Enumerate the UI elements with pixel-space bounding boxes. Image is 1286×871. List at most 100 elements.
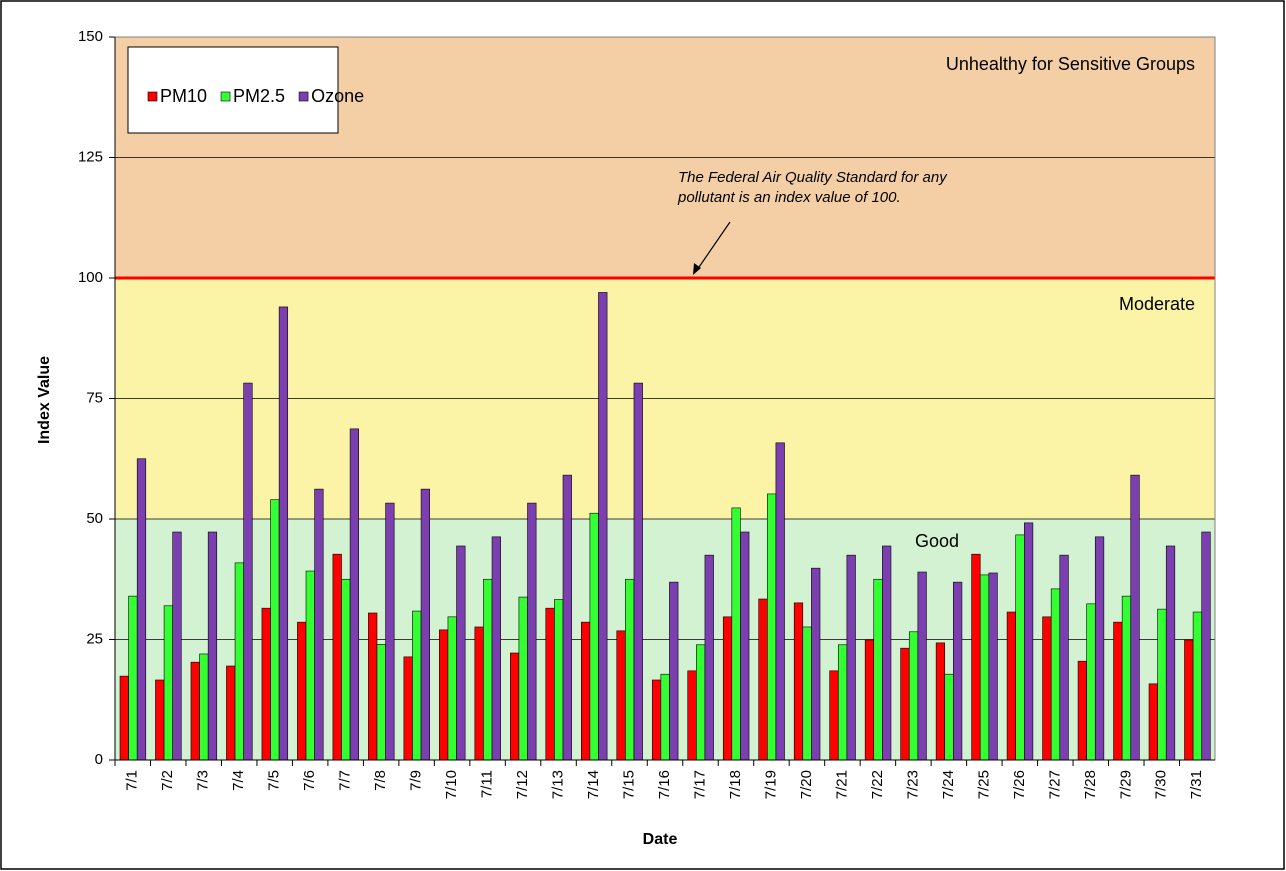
- y-tick-label: 100: [78, 269, 103, 286]
- legend-swatch: [220, 91, 231, 102]
- bar: [278, 306, 289, 761]
- bar: [1059, 554, 1069, 761]
- bar: [1077, 660, 1087, 761]
- bar: [1113, 621, 1123, 761]
- x-tick-label: 7/2: [159, 770, 176, 791]
- bar: [1165, 545, 1176, 761]
- bar: [740, 531, 750, 761]
- bar: [119, 675, 129, 761]
- bar: [917, 571, 927, 761]
- bar: [651, 679, 662, 761]
- bar: [660, 673, 670, 761]
- bar: [687, 670, 697, 761]
- bar: [1157, 608, 1167, 761]
- bar: [412, 610, 422, 761]
- bar: [1192, 611, 1203, 761]
- bar: [510, 652, 520, 761]
- x-tick-label: 7/4: [230, 770, 247, 791]
- legend-label: Ozone: [311, 86, 364, 106]
- bar: [829, 670, 839, 761]
- legend-swatch: [147, 91, 158, 102]
- bar: [722, 616, 733, 761]
- bar: [376, 644, 386, 761]
- bar: [545, 607, 555, 761]
- bar: [1121, 595, 1132, 761]
- x-tick-label: 7/15: [620, 770, 637, 799]
- bar: [403, 656, 413, 761]
- bar: [527, 502, 537, 761]
- x-tick-label: 7/14: [585, 770, 602, 799]
- legend-swatch: [298, 91, 309, 102]
- bar: [1042, 616, 1052, 761]
- x-tick-label: 7/6: [301, 770, 318, 791]
- y-tick-label: 150: [78, 28, 103, 45]
- band-label: Good: [915, 531, 959, 551]
- y-tick-label: 0: [95, 751, 103, 768]
- x-tick-label: 7/25: [975, 770, 992, 799]
- bar: [802, 626, 812, 761]
- arrow: [696, 221, 731, 271]
- bar: [226, 665, 236, 761]
- bar: [1201, 531, 1211, 761]
- bar: [1023, 522, 1034, 761]
- arrow-head: [693, 263, 701, 275]
- bar: [474, 626, 484, 761]
- bar: [1184, 639, 1194, 761]
- bar: [758, 598, 768, 761]
- x-tick-label: 7/23: [904, 770, 921, 799]
- bar: [243, 382, 253, 761]
- bar: [261, 607, 271, 761]
- bar: [882, 545, 892, 761]
- bar: [305, 570, 315, 761]
- bar: [368, 612, 378, 761]
- x-tick-label: 7/18: [727, 770, 744, 799]
- bar: [1015, 534, 1025, 761]
- y-axis-label: Index Value: [36, 356, 53, 444]
- bar: [562, 474, 572, 761]
- bar: [341, 578, 351, 761]
- bar: [234, 562, 244, 761]
- annotation: The Federal Air Quality Standard for any: [678, 169, 948, 186]
- bar: [172, 531, 182, 761]
- bar: [554, 599, 564, 761]
- x-tick-label: 7/27: [1046, 770, 1063, 799]
- bar: [580, 621, 591, 761]
- x-tick-label: 7/16: [656, 770, 673, 799]
- bar: [873, 578, 883, 761]
- x-tick-label: 7/24: [940, 770, 957, 799]
- bar: [669, 581, 679, 761]
- y-tick-label: 50: [86, 510, 103, 527]
- bar: [483, 578, 493, 761]
- bar: [136, 458, 147, 761]
- bar: [207, 531, 218, 761]
- bar: [908, 631, 919, 761]
- bar: [900, 647, 910, 761]
- x-tick-label: 7/1: [124, 770, 141, 791]
- bar: [696, 644, 706, 761]
- bar: [332, 553, 342, 761]
- bar: [420, 488, 430, 761]
- bar: [811, 567, 821, 761]
- x-tick-label: 7/21: [833, 770, 850, 799]
- bar: [979, 574, 990, 761]
- bar: [270, 499, 280, 761]
- x-tick-label: 7/28: [1082, 770, 1099, 799]
- bar: [971, 553, 981, 761]
- bar: [385, 502, 395, 761]
- legend-label: PM2.5: [233, 86, 285, 106]
- bar: [953, 581, 963, 761]
- x-tick-label: 7/5: [266, 770, 283, 791]
- x-tick-label: 7/13: [550, 770, 567, 799]
- bar: [518, 596, 528, 761]
- band-label: Moderate: [1119, 294, 1195, 314]
- bar: [349, 428, 360, 761]
- bar: [793, 602, 804, 761]
- bar: [128, 595, 138, 761]
- annotation: pollutant is an index value of 100.: [677, 189, 901, 206]
- x-tick-label: 7/3: [195, 770, 212, 791]
- bar: [439, 629, 449, 761]
- bar: [1050, 588, 1061, 761]
- band-label: Unhealthy for Sensitive Groups: [946, 54, 1195, 74]
- x-tick-label: 7/22: [869, 770, 886, 799]
